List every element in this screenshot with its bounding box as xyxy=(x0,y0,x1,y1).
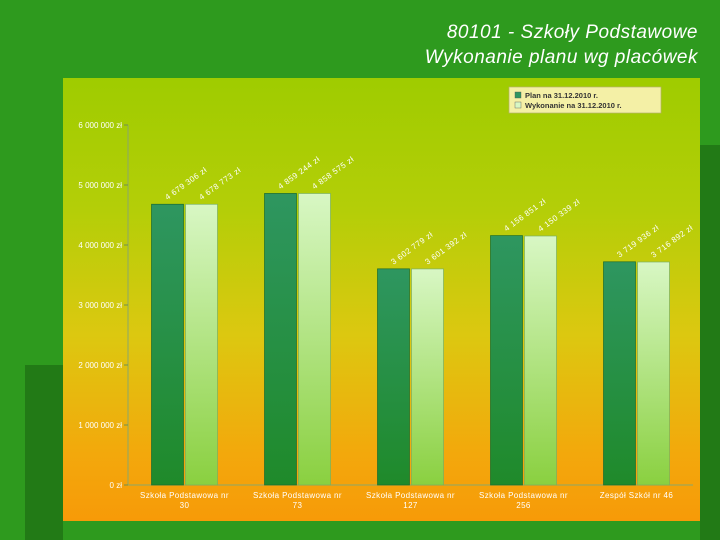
x-tick-label: 73 xyxy=(293,501,303,510)
plan-bar xyxy=(490,235,523,486)
x-tick-label: Szkoła Podstawowa nr xyxy=(479,491,568,500)
execution-bar xyxy=(411,268,444,486)
y-tick-label: 1 000 000 zł xyxy=(78,421,122,430)
legend-label-plan: Plan na 31.12.2010 r. xyxy=(525,91,598,100)
execution-bar xyxy=(298,193,331,486)
plan-bar xyxy=(377,268,410,486)
plan-bar xyxy=(264,193,297,486)
legend-swatch-plan xyxy=(514,91,522,99)
x-tick-label: 256 xyxy=(516,501,531,510)
execution-bar xyxy=(637,261,670,486)
slide-title-line-1: 80101 - Szkoły Podstawowe xyxy=(446,22,698,43)
x-tick-label: Szkoła Podstawowa nr xyxy=(140,491,229,500)
y-tick-label: 6 000 000 zł xyxy=(78,121,122,130)
slide-title-line-2: Wykonanie planu wg placówek xyxy=(424,47,698,68)
decorative-band-left xyxy=(25,365,63,540)
x-tick-label: 30 xyxy=(180,501,190,510)
legend-swatch-execution xyxy=(514,101,522,109)
plan-bar xyxy=(603,261,636,486)
y-tick-label: 5 000 000 zł xyxy=(78,181,122,190)
x-tick-label: Szkoła Podstawowa nr xyxy=(253,491,342,500)
y-tick-label: 2 000 000 zł xyxy=(78,361,122,370)
y-tick-label: 0 zł xyxy=(110,481,123,490)
plan-bar xyxy=(151,203,184,486)
legend-label-execution: Wykonanie na 31.12.2010 r. xyxy=(525,101,622,110)
chart-area: 0 zł 1 000 000 zł 2 000 000 zł 3 000 000 zł… xyxy=(63,78,700,521)
legend-box xyxy=(508,86,662,114)
execution-bar xyxy=(524,235,557,486)
x-tick-label: Zespół Szkół nr 46 xyxy=(600,491,674,500)
y-tick-label: 3 000 000 zł xyxy=(78,301,122,310)
slide-title: 80101 - Szkoły Podstawowe Wykonanie plan… xyxy=(178,20,698,70)
y-tick-label: 4 000 000 zł xyxy=(78,241,122,250)
execution-bar xyxy=(185,203,218,486)
bar-chart: 0 zł 1 000 000 zł 2 000 000 zł 3 000 000 zł… xyxy=(78,86,695,510)
x-tick-label: 127 xyxy=(403,501,418,510)
x-tick-label: Szkoła Podstawowa nr xyxy=(366,491,455,500)
decorative-band-right xyxy=(700,145,720,540)
